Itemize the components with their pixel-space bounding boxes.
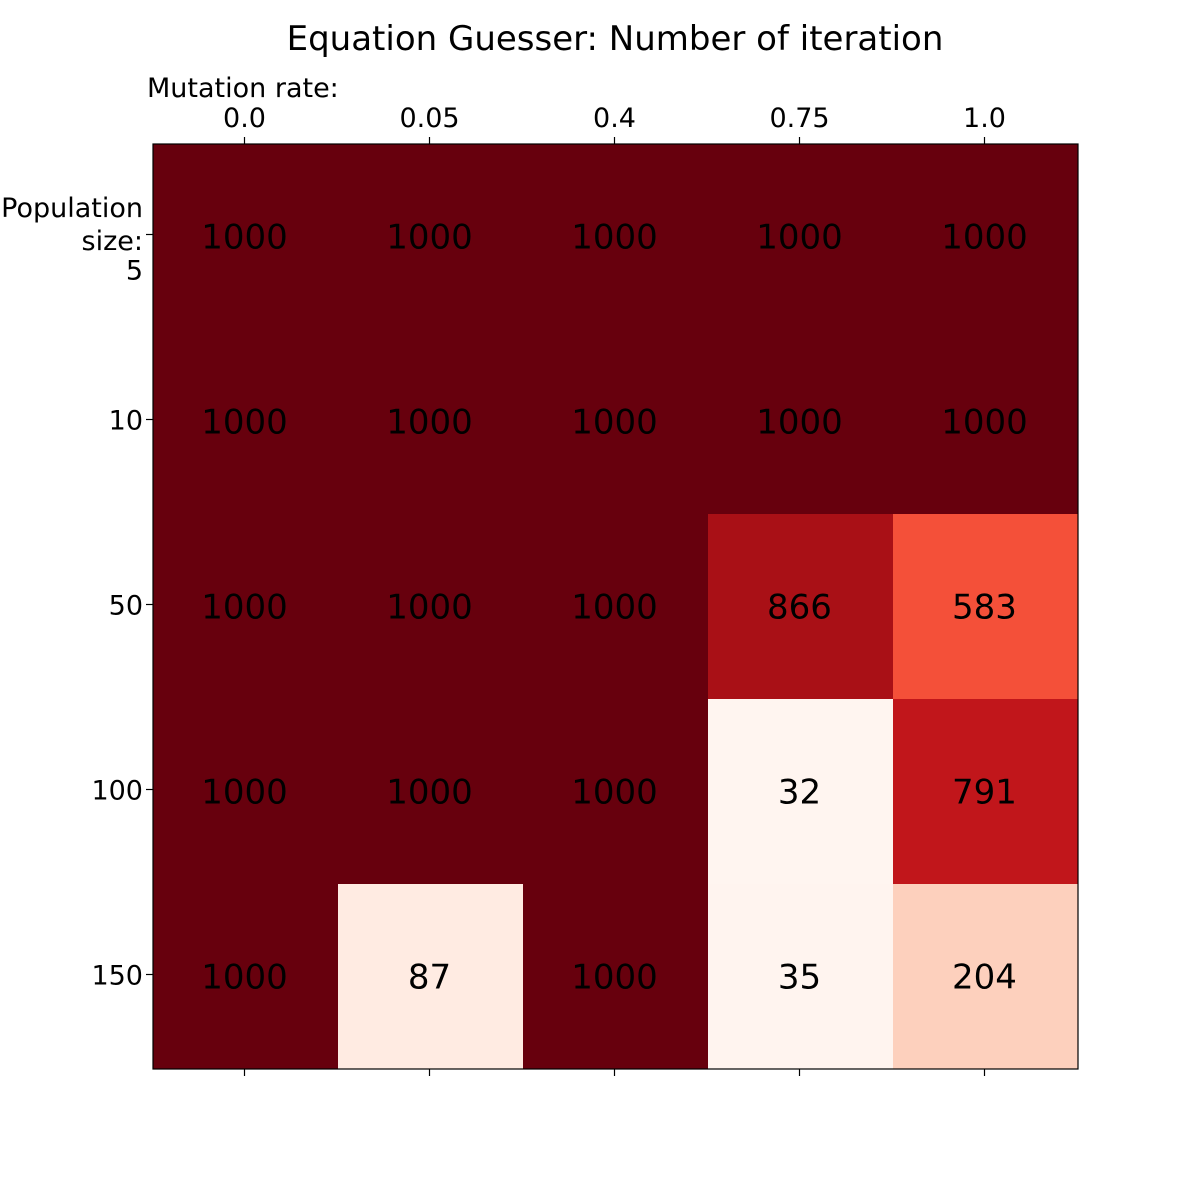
heatmap-cell — [708, 329, 894, 515]
heatmap-cell — [338, 884, 524, 1070]
heatmap-cell — [338, 329, 524, 515]
y-tick-label: 10 — [109, 406, 143, 437]
cell-value-label: 1000 — [201, 403, 288, 443]
chart-title: Equation Guesser: Number of iteration — [287, 19, 944, 59]
heatmap-cells — [153, 144, 1079, 1070]
heatmap-cell — [708, 144, 894, 330]
cell-value-label: 791 — [952, 773, 1017, 813]
x-axis-label: Mutation rate: — [147, 73, 339, 104]
cell-value-label: 1000 — [571, 958, 658, 998]
heatmap-cell — [153, 699, 339, 885]
cell-value-label: 1000 — [386, 588, 473, 628]
heatmap-cell — [708, 699, 894, 885]
heatmap-cell — [708, 884, 894, 1070]
plot-frame — [152, 143, 1079, 1070]
heatmap-cell — [153, 144, 339, 330]
heatmap-cell — [893, 884, 1079, 1070]
cell-value-label: 1000 — [941, 403, 1028, 443]
y-tick-label: 50 — [109, 591, 143, 622]
cell-value-label: 1000 — [201, 218, 288, 258]
heatmap-cell — [338, 514, 524, 700]
x-tick-label: 0.0 — [223, 103, 266, 134]
cell-value-label: 1000 — [201, 588, 288, 628]
cell-value-label: 1000 — [201, 958, 288, 998]
x-tick-label: 0.4 — [593, 103, 636, 134]
heatmap-cell — [523, 514, 709, 700]
cell-value-label: 32 — [778, 773, 821, 813]
cell-value-label: 1000 — [386, 403, 473, 443]
heatmap-cell — [153, 884, 339, 1070]
heatmap-cell — [893, 699, 1079, 885]
x-tick-label: 0.05 — [399, 103, 459, 134]
heatmap-cell — [708, 514, 894, 700]
cell-value-label: 35 — [778, 958, 821, 998]
heatmap-cell — [523, 699, 709, 885]
cell-value-label: 866 — [767, 588, 832, 628]
cell-value-label: 1000 — [571, 773, 658, 813]
y-tick-label: 150 — [91, 961, 143, 992]
cell-value-label: 1000 — [571, 218, 658, 258]
cell-value-label: 1000 — [941, 218, 1028, 258]
cell-value-label: 1000 — [756, 403, 843, 443]
cell-value-label: 204 — [952, 958, 1017, 998]
axis-ticks: 0.0 0.05 0.4 0.75 1.0 5 10 50 100 150 — [91, 103, 1006, 1076]
y-tick-label: 5 — [126, 256, 143, 287]
heatmap-cell — [893, 329, 1079, 515]
y-axis-label-line-1: Population — [1, 193, 143, 224]
cell-value-label: 1000 — [756, 218, 843, 258]
x-tick-label: 0.75 — [769, 103, 829, 134]
x-tick-label: 1.0 — [963, 103, 1006, 134]
cell-value-label: 1000 — [386, 773, 473, 813]
heatmap-cell — [338, 699, 524, 885]
y-tick-label: 100 — [91, 776, 143, 807]
cell-value-label: 583 — [952, 588, 1017, 628]
cell-value-label: 1000 — [571, 588, 658, 628]
y-axis-label-line-2: size: — [82, 226, 143, 257]
heatmap-cell — [523, 884, 709, 1070]
heatmap-cell — [893, 144, 1079, 330]
heatmap-cell — [523, 329, 709, 515]
heatmap-cell-labels: 1000 1000 1000 1000 1000 1000 1000 1000 1000 1000… — [201, 218, 1028, 998]
heatmap-cell — [153, 514, 339, 700]
cell-value-label: 1000 — [201, 773, 288, 813]
heatmap-cell — [893, 514, 1079, 700]
cell-value-label: 87 — [408, 958, 451, 998]
heatmap-cell — [338, 144, 524, 330]
heatmap-cell — [523, 144, 709, 330]
heatmap-cell — [153, 329, 339, 515]
cell-value-label: 1000 — [571, 403, 658, 443]
cell-value-label: 1000 — [386, 218, 473, 258]
